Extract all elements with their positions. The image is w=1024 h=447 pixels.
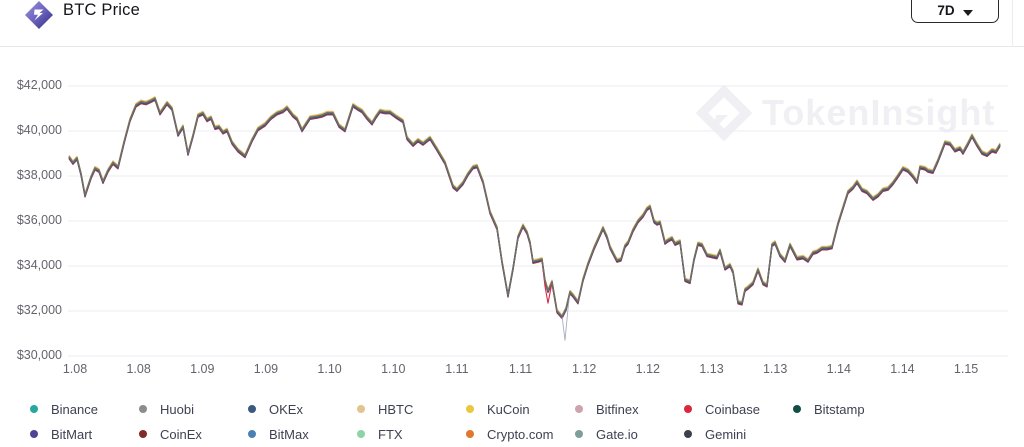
legend-dot [793, 405, 801, 413]
legend-label: HBTC [378, 401, 414, 417]
legend-item-coinex[interactable]: CoinEx [139, 423, 248, 445]
legend-item-ftx[interactable]: FTX [357, 423, 466, 445]
legend-item-coinbase[interactable]: Coinbase [684, 398, 793, 420]
y-axis-label: $32,000 [16, 303, 62, 317]
legend-dot [684, 405, 692, 413]
legend-label: Binance [51, 401, 98, 417]
legend: Binance Huobi OKEx HBTC KuCoin Bitfinex Coinba… [30, 398, 930, 445]
legend-label: Bitstamp [814, 401, 865, 417]
x-axis-label: 1.10 [381, 362, 406, 376]
header: BTC Price 7D [0, 0, 1024, 47]
legend-item-kucoin[interactable]: KuCoin [466, 398, 575, 420]
legend-dot [357, 405, 365, 413]
legend-dot [30, 405, 38, 413]
legend-item-bitstamp[interactable]: Bitstamp [793, 398, 902, 420]
x-axis-label: 1.12 [635, 362, 661, 376]
x-axis-label: 1.13 [762, 362, 788, 376]
watermark: TokenInsight [696, 85, 995, 141]
legend-label: FTX [378, 426, 403, 442]
legend-label: KuCoin [487, 401, 530, 417]
legend-dot [248, 405, 256, 413]
legend-label: OKEx [269, 401, 303, 417]
x-axis-label: 1.08 [126, 362, 151, 376]
page-title: BTC Price [63, 1, 140, 19]
y-axis-label: $40,000 [16, 123, 62, 137]
x-axis-label: 1.11 [445, 362, 469, 376]
legend-dot [684, 430, 692, 438]
legend-dot [139, 430, 147, 438]
legend-item-crypto-com[interactable]: Crypto.com [466, 423, 575, 445]
time-range-label: 7D [937, 2, 955, 18]
legend-label: BitMart [51, 426, 93, 442]
x-axis-label: 1.08 [62, 362, 88, 376]
legend-dot [466, 405, 474, 413]
legend-dot [357, 430, 365, 438]
x-axis-label: 1.09 [253, 362, 279, 376]
legend-item-okex[interactable]: OKEx [248, 398, 357, 420]
x-axis-label: 1.12 [572, 362, 597, 376]
legend-item-binance[interactable]: Binance [30, 398, 139, 420]
legend-label: Gate.io [596, 426, 638, 442]
caret-down-icon [962, 10, 973, 16]
legend-label: Crypto.com [487, 426, 554, 442]
x-axis-label: 1.11 [508, 362, 533, 376]
legend-dot [248, 430, 256, 438]
panel-edge-divider [1012, 0, 1013, 47]
y-axis-label: $42,000 [16, 78, 62, 92]
legend-label: Huobi [160, 401, 194, 417]
legend-item-gate-io[interactable]: Gate.io [575, 423, 684, 445]
legend-dot [30, 430, 38, 438]
legend-label: BitMax [269, 426, 309, 442]
legend-label: Coinbase [705, 401, 760, 417]
legend-dot [466, 430, 474, 438]
y-axis-label: $30,000 [16, 348, 62, 362]
legend-item-bitmax[interactable]: BitMax [248, 423, 357, 445]
legend-item-bitmart[interactable]: BitMart [30, 423, 139, 445]
watermark-text: TokenInsight [762, 92, 996, 133]
legend-dot [575, 430, 583, 438]
legend-label: CoinEx [160, 426, 202, 442]
price-chart: TokenInsight $42,000 $40,000 $38,000 $36,00… [0, 47, 1024, 447]
x-axis-label: 1.09 [190, 362, 215, 376]
legend-dot [139, 405, 147, 413]
tokeninsight-watermark-icon [696, 85, 752, 141]
time-range-selector[interactable]: 7D [911, 0, 999, 23]
legend-dot [575, 405, 583, 413]
y-axis-label: $36,000 [16, 213, 62, 227]
x-axis-label: 1.13 [699, 362, 724, 376]
legend-label: Gemini [705, 426, 747, 442]
x-axis-label: 1.10 [317, 362, 342, 376]
x-axis-label: 1.14 [890, 362, 915, 376]
legend-item-hbtc[interactable]: HBTC [357, 398, 466, 420]
x-axis-label: 1.15 [953, 362, 979, 376]
y-axis-label: $38,000 [16, 168, 62, 182]
legend-item-bitfinex[interactable]: Bitfinex [575, 398, 684, 420]
y-axis-label: $34,000 [16, 258, 62, 272]
tokeninsight-logo-icon [24, 0, 54, 30]
legend-item-gemini[interactable]: Gemini [684, 423, 793, 445]
legend-item-huobi[interactable]: Huobi [139, 398, 248, 420]
x-axis-label: 1.14 [826, 362, 851, 376]
legend-label: Bitfinex [596, 401, 639, 417]
